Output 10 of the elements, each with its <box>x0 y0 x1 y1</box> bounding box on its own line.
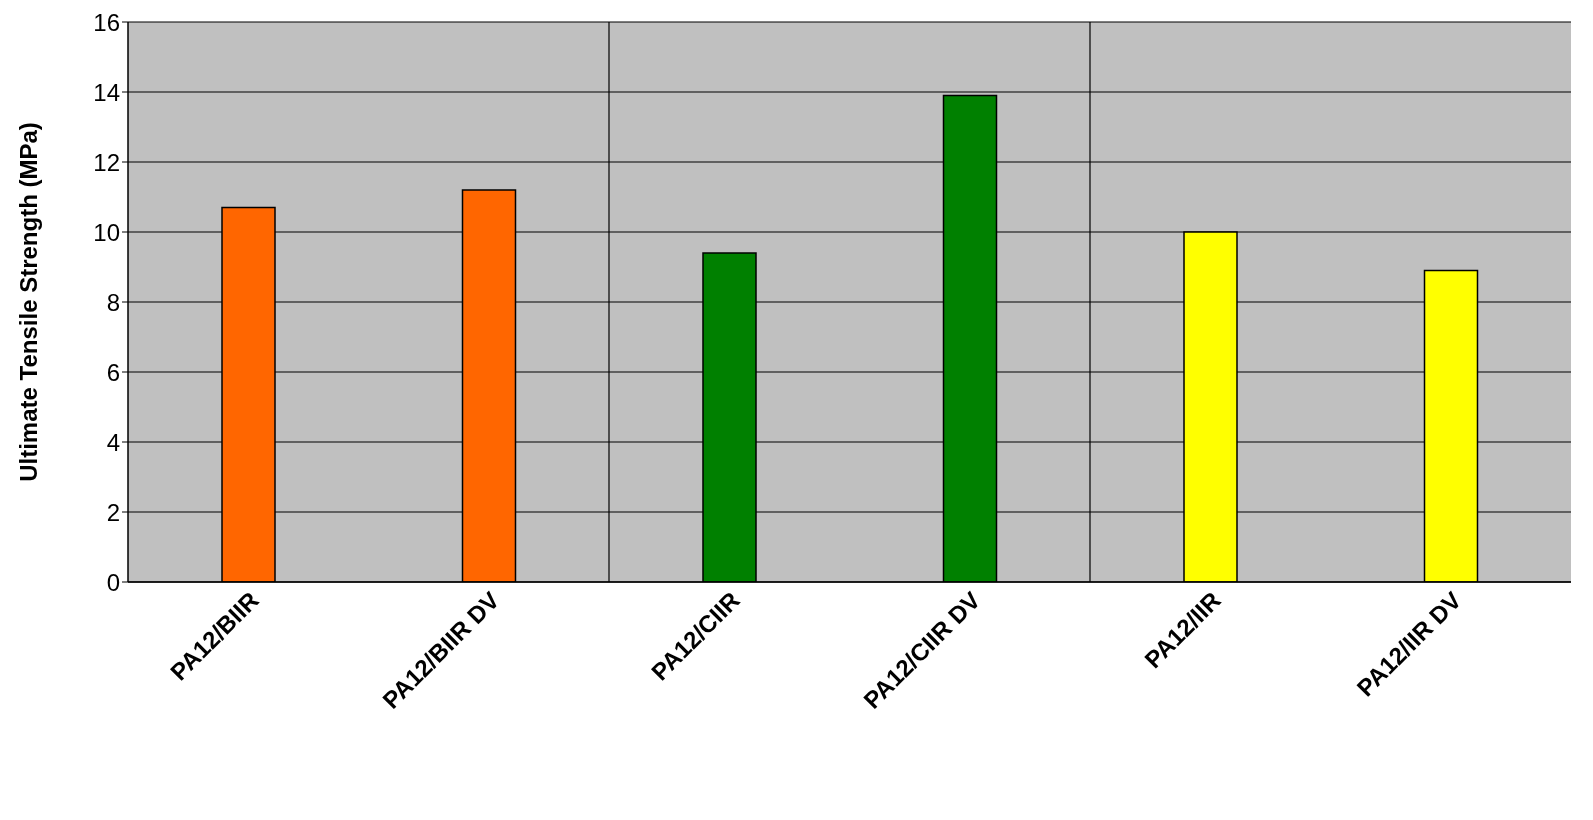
y-axis-title: Ultimate Tensile Strength (MPa) <box>14 122 42 482</box>
y-tick-label: 0 <box>106 568 120 596</box>
y-tick-label: 6 <box>106 358 120 386</box>
y-tick-label: 14 <box>93 78 120 106</box>
y-tick-label: 16 <box>93 8 120 36</box>
y-tick-label: 2 <box>106 498 120 526</box>
y-tick-label: 10 <box>93 218 120 246</box>
y-tick-label: 8 <box>106 288 120 316</box>
y-tick-label: 12 <box>93 148 120 176</box>
y-tick-label: 4 <box>106 428 120 456</box>
